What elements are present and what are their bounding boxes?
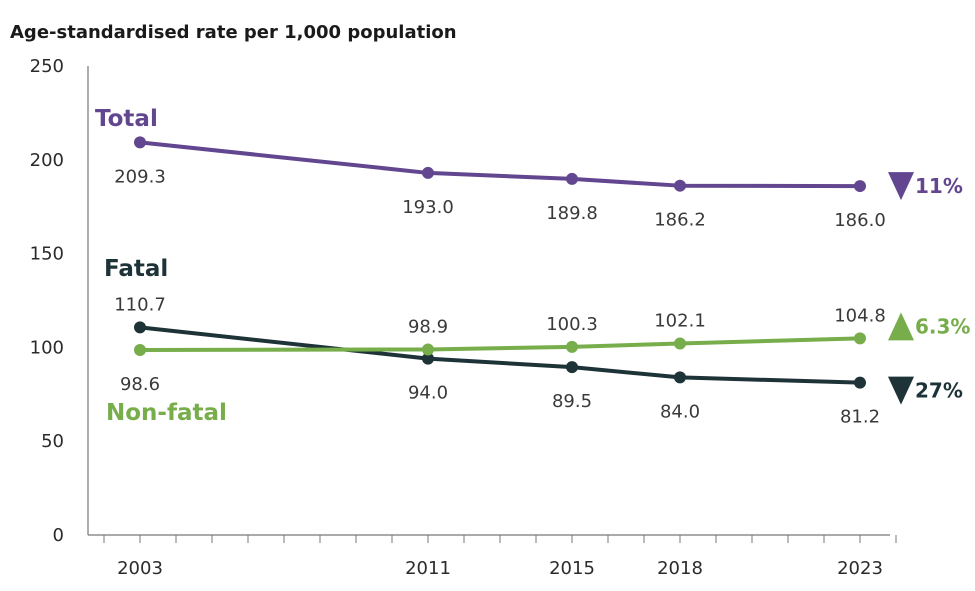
data-point-nonfatal — [134, 344, 146, 357]
data-point-nonfatal — [566, 340, 578, 353]
data-point-nonfatal — [854, 332, 866, 345]
x-tick-label: 2003 — [117, 558, 163, 579]
data-point-total — [854, 180, 866, 193]
change-label-fatal: 27% — [915, 379, 963, 403]
data-point-fatal — [854, 376, 866, 389]
y-tick-label: 50 — [41, 431, 64, 452]
data-point-nonfatal — [422, 343, 434, 356]
change-indicators: 11% 27% 6.3% — [888, 172, 970, 405]
data-point-fatal — [134, 321, 146, 334]
change-label-nonfatal: 6.3% — [915, 314, 970, 338]
data-label-total: 193.0 — [402, 197, 454, 218]
y-axis-label: Age-standardised rate per 1,000 populati… — [10, 22, 457, 43]
series-names: Total Fatal Non-fatal — [95, 106, 227, 426]
data-point-fatal — [422, 352, 434, 365]
data-point-total — [422, 166, 434, 179]
data-point-total — [134, 136, 146, 149]
series-name-nonfatal: Non-fatal — [106, 400, 227, 426]
data-label-total: 186.2 — [654, 210, 706, 231]
x-tick-label: 2015 — [549, 558, 595, 579]
data-label-total: 186.0 — [834, 210, 886, 231]
y-tick-label: 0 — [53, 525, 64, 546]
series-line-total — [139, 140, 861, 189]
x-tick-label: 2023 — [837, 558, 883, 579]
data-label-nonfatal: 98.6 — [120, 374, 160, 395]
series-name-total: Total — [95, 106, 158, 132]
x-tick-label: 2018 — [657, 558, 703, 579]
series-name-fatal: Fatal — [104, 256, 168, 282]
axes: 0 50 100 150 200 250 2003 2011 2015 2018 2023 — [30, 56, 897, 579]
data-label-fatal: 81.2 — [840, 407, 880, 428]
series-lines — [139, 140, 861, 385]
y-tick-label: 200 — [30, 150, 64, 171]
data-label-total: 189.8 — [546, 203, 598, 224]
data-label-fatal: 110.7 — [114, 294, 166, 315]
data-label-nonfatal: 100.3 — [546, 314, 598, 335]
y-tick-label: 250 — [30, 56, 64, 77]
data-label-fatal: 84.0 — [660, 401, 700, 422]
data-points — [134, 136, 866, 389]
triangle-down-icon — [888, 172, 914, 201]
data-label-fatal: 89.5 — [552, 391, 592, 412]
data-point-total — [566, 172, 578, 185]
y-tick-label: 100 — [30, 337, 64, 358]
data-point-fatal — [674, 371, 686, 384]
data-label-total: 209.3 — [114, 166, 166, 187]
triangle-up-icon — [888, 312, 914, 341]
x-tick-label: 2011 — [405, 558, 451, 579]
data-label-nonfatal: 98.9 — [408, 316, 448, 337]
y-tick-label: 150 — [30, 244, 64, 265]
change-label-total: 11% — [915, 174, 963, 198]
data-label-nonfatal: 104.8 — [834, 305, 886, 326]
data-label-fatal: 94.0 — [408, 383, 448, 404]
triangle-down-icon — [888, 376, 914, 405]
data-labels: 209.3 193.0 189.8 186.2 186.0 110.7 94.0 89.5 84… — [114, 166, 886, 427]
data-point-fatal — [566, 361, 578, 374]
data-label-nonfatal: 102.1 — [654, 310, 706, 331]
data-point-total — [674, 179, 686, 192]
series-line-fatal — [139, 325, 861, 385]
data-point-nonfatal — [674, 337, 686, 350]
